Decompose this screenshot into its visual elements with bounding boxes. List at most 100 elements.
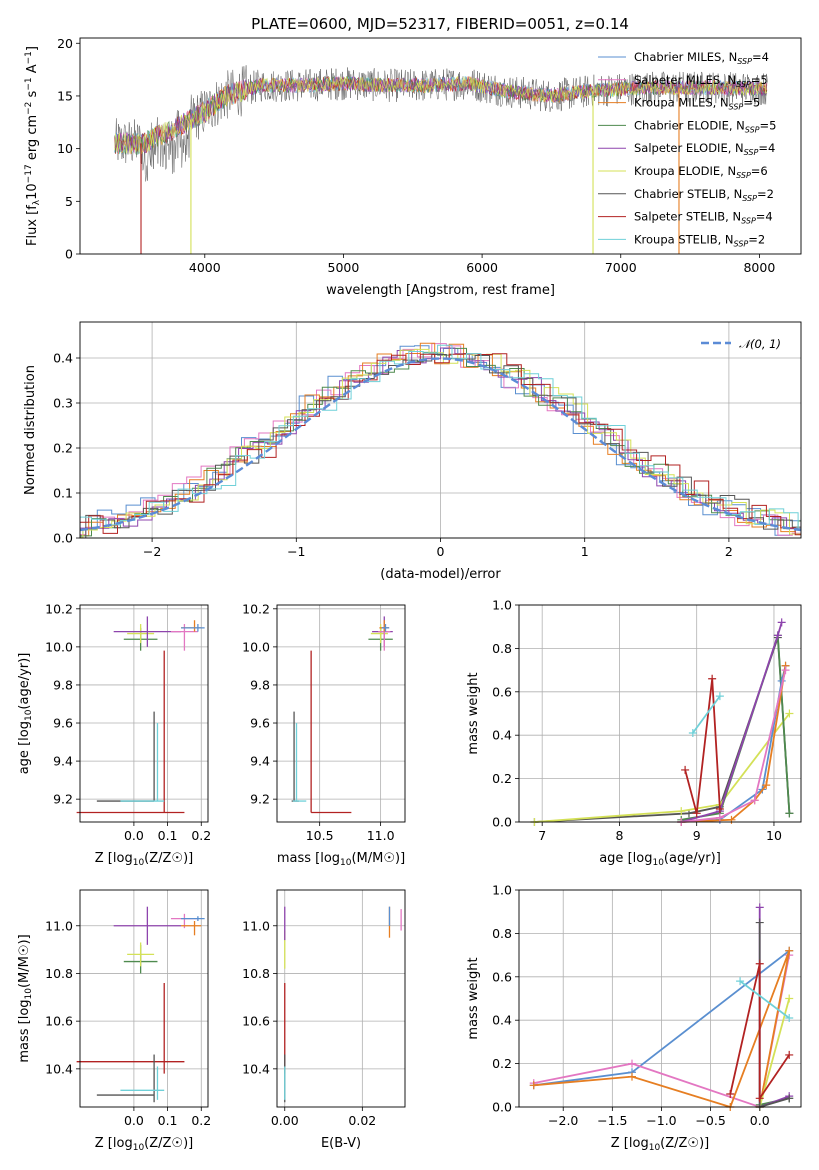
residuals-frame <box>79 321 802 539</box>
y-tick-label: 0.8 <box>492 926 512 941</box>
label-part: (Z/Z☉)] <box>144 1136 193 1151</box>
legend-entry: Kroupa ELODIE, NSSP=6 <box>634 164 768 180</box>
y-tick-label: 9.8 <box>250 677 270 692</box>
label-part: mass weight <box>466 957 481 1039</box>
y-tick-label: 1.0 <box>492 883 512 898</box>
label-part: 10 <box>24 709 34 721</box>
y-tick-label: 20 <box>57 36 73 51</box>
y-tick-label: 10.4 <box>45 1061 73 1076</box>
label-part: mass weight <box>466 672 481 754</box>
legend-text: Chabrier ELODIE, N <box>634 118 745 132</box>
weight-marker <box>755 903 764 912</box>
legend-text: Salpeter ELODIE, N <box>634 141 744 155</box>
legend-text: Salpeter STELIB, N <box>634 210 741 224</box>
x-axis-label: E(B-V) <box>321 1136 361 1151</box>
mass_vs_ebv-axes: 0.00 0.02 10.4 10.6 10.8 11.0 E(B-V) <box>242 890 405 1151</box>
weight_vs_Z-series <box>529 903 794 1111</box>
x-tick-label: 0.2 <box>191 828 211 843</box>
weight-marker <box>726 1089 735 1098</box>
y-tick-label: 0.0 <box>492 1100 512 1115</box>
x-tick-label: 0 <box>437 544 445 559</box>
y-tick-label: 0.2 <box>492 1056 512 1071</box>
y-tick-label: 0.4 <box>492 1013 512 1028</box>
age_vs_mass-axes: 10.5 11.0 9.2 9.4 9.6 9.8 10.0 10.2 mass [log10​… <box>242 601 405 868</box>
label-part: A <box>25 64 40 77</box>
weight-marker <box>692 809 701 818</box>
y-axis-label: age [log10​(age/yr)] <box>17 653 34 775</box>
weight-marker <box>755 959 764 968</box>
legend-entry: Chabrier STELIB, NSSP=2 <box>634 187 774 203</box>
label-part: ] <box>25 46 40 51</box>
legend-text: =4 <box>758 141 775 155</box>
y-tick-label: 0.1 <box>53 486 73 501</box>
y-tick-label: 10.2 <box>242 601 270 616</box>
legend-text: Kroupa MILES, N <box>634 96 729 110</box>
x-tick-label: 6000 <box>466 260 498 275</box>
legend-entry: Salpeter MILES, NSSP=5 <box>634 73 768 89</box>
weight-marker <box>785 946 794 955</box>
weight-marker <box>785 1014 794 1023</box>
weight-line-kr_stelib <box>739 980 790 1019</box>
label-part: mass [ <box>277 851 320 866</box>
legend-sub: SSP <box>741 217 756 226</box>
spectrum-frame <box>79 37 802 255</box>
x-axis-label: age [log10​(age/yr)] <box>599 851 721 868</box>
spectrum-axes: 4000 5000 6000 7000 8000 0 5 10 15 20 wavelength [… <box>24 36 775 298</box>
weight-marker <box>785 809 794 818</box>
x-axis-label: Z [log10​(Z/Z☉)] <box>611 1136 709 1153</box>
residual-histograms <box>80 342 801 538</box>
legend-text: =2 <box>748 232 765 246</box>
x-tick-label: 0.0 <box>124 1113 144 1128</box>
x-tick-label: 0.0 <box>750 1113 770 1128</box>
weight-marker <box>785 994 794 1003</box>
age_vs_Z-axes: 0.0 0.1 0.2 9.2 9.4 9.6 9.8 10.0 10.2 Z [log10​(Z… <box>17 601 211 868</box>
y-tick-label: 9.4 <box>53 754 73 769</box>
y-tick-label: 15 <box>57 88 73 103</box>
mass_vs_Z-axes: 0.0 0.1 0.2 10.4 10.6 10.8 11.0 Z [log10​(Z/Z☉)… <box>17 890 211 1153</box>
x-tick-label: −2.0 <box>548 1113 578 1128</box>
weight-marker <box>715 804 724 813</box>
y-tick-label: 0.0 <box>53 531 73 546</box>
weight-marker <box>688 729 697 738</box>
legend-text: =4 <box>756 210 773 224</box>
weight-marker <box>627 1072 636 1081</box>
y-tick-label: 9.2 <box>53 792 73 807</box>
y-tick-label: 9.4 <box>250 754 270 769</box>
weight-marker <box>529 1081 538 1090</box>
y-tick-label: 9.2 <box>250 792 270 807</box>
mass_vs_ebv-errorbars <box>284 906 402 1103</box>
label-part: log <box>629 1136 649 1151</box>
legend-entry: Chabrier ELODIE, NSSP=5 <box>634 118 776 134</box>
weight-line-ch_stelib <box>534 637 791 823</box>
y-tick-label: 10.8 <box>242 966 270 981</box>
age_vs_mass-frame <box>276 604 406 823</box>
weight-marker <box>736 977 745 986</box>
x-tick-label: 8 <box>615 828 623 843</box>
residual-histogram-sa_elodie <box>80 347 801 530</box>
y-tick-label: 0.0 <box>492 815 512 830</box>
label-part: −17 <box>24 164 34 183</box>
y-tick-label: 0.2 <box>492 771 512 786</box>
legend-sub: SSP <box>742 194 757 203</box>
label-part: log <box>113 851 133 866</box>
weight-marker <box>708 674 717 683</box>
label-part: s <box>25 90 40 101</box>
label-part: log <box>17 721 32 741</box>
x-tick-label: 2 <box>725 544 733 559</box>
weight-marker <box>755 918 764 927</box>
y-tick-label: 10.0 <box>45 639 73 654</box>
label-part: Normed distribution <box>23 365 38 495</box>
x-tick-label: 9 <box>693 828 701 843</box>
weight_vs_age-frame <box>518 604 802 823</box>
legend-text: Salpeter MILES, N <box>634 73 736 87</box>
legend-normal-label: 𝒩(0, 1) <box>739 337 781 351</box>
label-part: E(B-V) <box>321 1136 361 1151</box>
label-part: −1 <box>24 51 34 64</box>
weight-marker <box>785 1050 794 1059</box>
weight-line-sa_stelib <box>684 678 721 814</box>
y-tick-label: 10.4 <box>242 1061 270 1076</box>
label-part: −2 <box>24 102 34 115</box>
y-axis-label: mass [log10​(M/M☉)] <box>17 934 34 1062</box>
x-axis-label: Z [log10​(Z/Z☉)] <box>95 851 193 868</box>
